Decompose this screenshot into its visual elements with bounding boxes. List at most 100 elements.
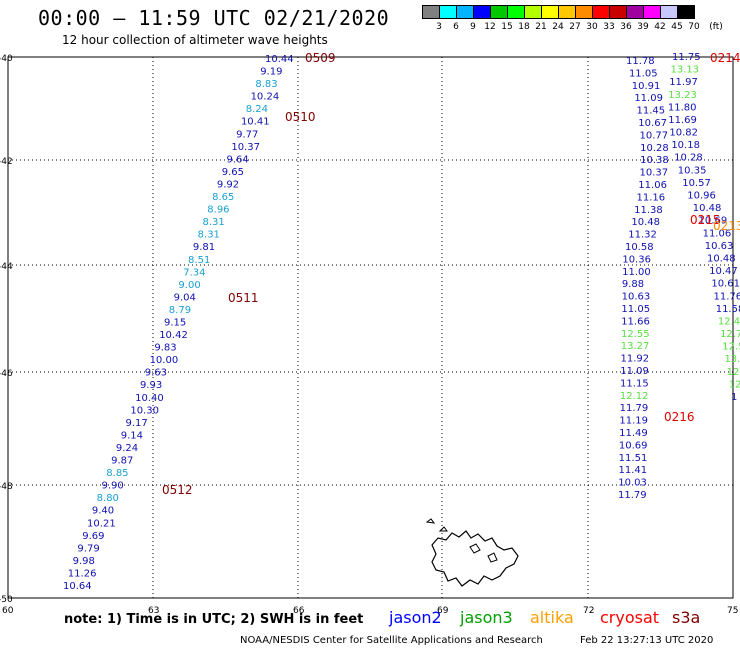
wave-height-value: 9.64 [227,154,249,165]
wave-height-value: 1 [731,392,737,403]
pass-time-label: 0510 [285,110,316,124]
wave-height-value: 10.36 [622,254,651,265]
wave-height-value: 10.48 [707,253,736,264]
wave-height-value: 10.21 [87,518,116,529]
colorbar-tick-label: 12 [484,22,496,32]
colorbar-tick-label: 21 [535,22,547,32]
colorbar-tick-label: 70 [688,22,700,32]
wave-height-value: 9.79 [77,543,99,554]
wave-height-value: 12.57 [722,342,740,353]
wave-height-value: 11.76 [714,291,740,302]
wave-height-value: 10.00 [150,355,179,366]
wave-height-value: 10.69 [619,440,648,451]
wave-height-value: 10.37 [231,142,260,153]
pass-time-label: 0509 [305,51,336,65]
wave-height-value: 9.77 [236,129,258,140]
wave-height-value: 12 [729,379,740,390]
colorbar-tick-label: 15 [501,22,513,32]
latitude-label: -42 [0,157,13,167]
wave-height-value: 9.98 [73,556,95,567]
wave-height-value: 10.47 [709,266,738,277]
wave-height-value: 10.69 [699,216,728,227]
wave-height-value: 11.38 [634,205,663,216]
wave-height-value: 10.77 [640,130,669,141]
wave-height-value: 11.06 [638,180,667,191]
wave-height-value: 11.51 [619,453,648,464]
wave-height-value: 9.17 [126,418,148,429]
wave-height-value: 11.58 [716,304,740,315]
wave-height-value: 10.18 [671,140,700,151]
legend-item-cryosat: cryosat [600,608,660,627]
wave-height-value: 9.00 [178,280,200,291]
wave-height-value: 9.69 [82,531,104,542]
wave-height-value: 11.79 [618,490,647,501]
pass-time-label: 0213 [713,219,740,233]
longitude-label: 69 [437,606,449,616]
colorbar-tick-label: 42 [654,22,666,32]
wave-height-value: 11.41 [618,465,647,476]
wave-height-value: 10.82 [669,128,698,139]
colorbar-tick-label: 39 [637,22,649,32]
wave-height-value: 11.19 [619,416,648,427]
wave-height-value: 12.55 [621,329,650,340]
wave-height-value: 11.05 [621,304,650,315]
island-outline [431,530,519,587]
colorbar-tick-label: 27 [569,22,581,32]
legend-item-jason2: jason2 [389,608,442,627]
wave-height-value: 10.64 [63,581,92,592]
wave-height-value: 13.23 [668,90,697,101]
wave-height-value: 9.88 [622,279,644,290]
page-subtitle: 12 hour collection of altimeter wave hei… [62,33,328,47]
wave-height-value: 9.90 [101,481,123,492]
wave-height-value: 11.49 [619,428,648,439]
latitude-label: -50 [0,595,13,605]
island-outline [425,518,436,524]
wave-height-value: 11.80 [668,102,697,113]
wave-height-value: 10.67 [638,118,667,129]
wave-height-value: 10.41 [241,117,270,128]
wave-height-value: 10.61 [711,279,740,290]
pass-time-label: 0511 [228,291,259,305]
wave-height-value: 8.51 [188,255,210,266]
colorbar-tick-label: 33 [603,22,615,32]
wave-height-value: 10.44 [265,54,294,65]
wave-height-value: 10.28 [640,143,669,154]
pass-time-label: 0214 [710,51,740,65]
longitude-label: 75 [727,606,738,616]
latitude-label: -48 [0,482,13,492]
colorbar-tick-label: 3 [436,22,442,32]
map-frame [7,56,734,599]
wave-height-value: 10.42 [159,330,188,341]
wave-height-value: 10.96 [687,191,716,202]
wave-height-colorbar [422,5,695,19]
wave-height-value: 10.57 [682,178,711,189]
wave-height-value: 10.28 [674,153,703,164]
wave-height-value: 11.00 [622,267,651,278]
wave-height-value: 13.13 [670,65,699,76]
wave-height-value: 11.09 [620,366,649,377]
wave-height-value: 10.30 [130,405,159,416]
footnote: note: 1) Time is in UTC; 2) SWH is in fe… [64,612,364,627]
wave-height-value: 9.14 [121,430,143,441]
colorbar-tick-label: 9 [470,22,476,32]
longitude-label: 66 [293,606,305,616]
wave-height-value: 10.38 [640,155,669,166]
wave-height-value: 9.15 [164,318,186,329]
latitude-label: -46 [0,369,13,379]
wave-height-value: 8.31 [198,230,220,241]
colorbar-swatch [677,5,695,19]
wave-height-value: 7.34 [183,267,205,278]
wave-height-value: 10.63 [705,241,734,252]
colorbar-labels: 3 6 9 12 15 18 21 24 27 30 33 36 39 42 45 70 (ft) [422,22,740,34]
legend-item-altika: altika [530,608,574,627]
wave-height-value: 11.15 [620,378,649,389]
wave-height-value: 10.58 [625,242,654,253]
legend-item-s3a: s3a [672,608,701,627]
legend-item-jason3: jason3 [460,608,513,627]
wave-height-value: 10.03 [618,478,647,489]
longitude-label: 60 [2,606,14,616]
generated-timestamp: Feb 22 13:27:13 UTC 2020 [580,635,714,646]
wave-height-value: 11.09 [634,93,663,104]
wave-height-value: 8.65 [212,192,234,203]
